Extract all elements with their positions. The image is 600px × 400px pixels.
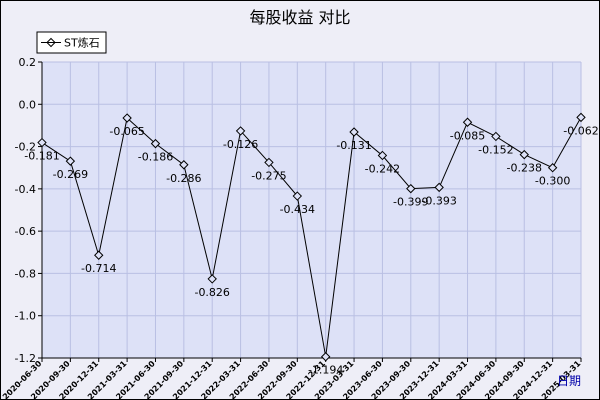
data-label: -0.152	[478, 143, 513, 156]
data-point-marker	[462, 117, 473, 127]
legend-label: ST炼石	[64, 36, 100, 50]
data-point-marker	[94, 250, 104, 260]
y-tick-label: -1.0	[15, 310, 36, 323]
data-point-marker	[320, 352, 331, 362]
x-axis-label: 日期	[557, 374, 581, 388]
axes	[41, 62, 581, 359]
chart-title: 每股收益 对比	[249, 8, 350, 27]
y-tick-label: 0.0	[19, 98, 37, 111]
data-label: -1.194	[308, 364, 343, 377]
y-tick-label: 0.2	[19, 56, 37, 69]
data-point-marker	[406, 183, 416, 194]
data-label: -0.826	[194, 286, 229, 299]
data-label: -0.269	[53, 168, 88, 181]
data-label: -0.714	[81, 262, 116, 275]
data-point-marker	[491, 131, 501, 142]
data-label: -0.186	[138, 151, 173, 164]
legend-marker-icon	[46, 37, 56, 48]
data-point-marker	[292, 191, 303, 201]
data-label: -0.238	[507, 162, 542, 175]
data-label: -0.062	[563, 124, 598, 137]
data-label: -0.065	[109, 125, 144, 138]
data-label: -0.393	[421, 194, 456, 207]
data-point-marker	[37, 137, 47, 148]
data-label: -0.286	[166, 172, 201, 185]
y-tick-label: -0.8	[15, 267, 36, 280]
data-point-marker	[349, 127, 359, 137]
series-markers	[37, 112, 586, 362]
y-tick-label: -0.4	[15, 183, 36, 196]
data-point-marker	[150, 138, 161, 149]
data-point-marker	[434, 182, 444, 193]
y-axis-ticks: 0.2 0.0 -0.2 -0.4 -0.6 -0.8 -1.0 -1.2	[15, 56, 42, 365]
data-point-marker	[235, 126, 246, 136]
data-point-marker	[576, 112, 586, 123]
data-label: -0.131	[336, 139, 371, 152]
series-line	[41, 117, 582, 357]
data-label: -0.242	[365, 162, 400, 175]
data-label: -0.434	[280, 203, 315, 216]
legend-box	[36, 31, 107, 54]
data-label: -0.275	[251, 169, 286, 182]
y-tick-label: -0.2	[15, 141, 36, 154]
data-point-marker	[547, 163, 558, 173]
data-label: -0.126	[223, 138, 258, 151]
data-point-marker	[264, 157, 274, 168]
plot-area	[42, 62, 581, 358]
data-point-marker	[122, 113, 132, 123]
legend: ST炼石	[36, 31, 107, 54]
y-tick-label: -0.6	[15, 225, 36, 238]
data-label: -0.399	[393, 196, 428, 209]
data-labels: -0.181 -0.269 -0.714 -0.065 -0.186 -0.286 -0.8…	[24, 124, 598, 376]
x-axis-ticks: 2020-06-302020-09-302020-12-312021-03-31…	[1, 358, 583, 399]
data-label: -0.300	[535, 175, 570, 188]
data-label: -0.181	[24, 150, 59, 163]
data-point-marker	[65, 156, 76, 166]
data-point-marker	[519, 149, 529, 160]
data-label: -0.085	[450, 129, 485, 142]
y-tick-label: -1.2	[15, 352, 36, 365]
data-point-marker	[377, 150, 388, 161]
data-point-marker	[207, 274, 217, 284]
data-point-marker	[179, 160, 189, 170]
